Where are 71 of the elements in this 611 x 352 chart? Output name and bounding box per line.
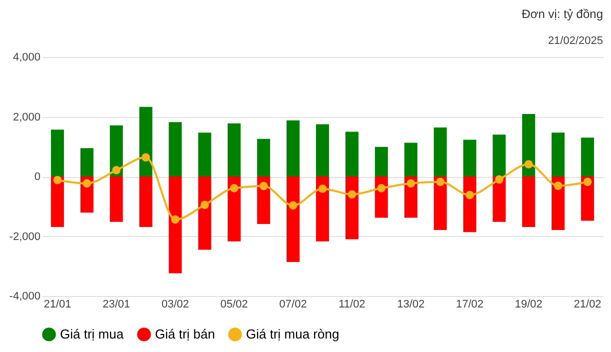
- bar: [198, 132, 212, 176]
- x-tick-label: 03/02: [161, 298, 190, 310]
- legend-label: Giá trị bán: [155, 326, 215, 342]
- x-tick-label: 21/02: [574, 298, 602, 310]
- bar: [463, 140, 476, 176]
- x-tick-label: 07/02: [279, 298, 307, 310]
- point: [112, 166, 121, 174]
- point: [230, 184, 238, 192]
- point: [524, 160, 533, 168]
- point: [53, 176, 62, 184]
- x-tick-label: 11/02: [338, 298, 366, 310]
- y-tick-label: -2,000: [9, 230, 40, 243]
- bar: [228, 123, 241, 176]
- point: [583, 178, 592, 186]
- x-tick-label: 17/02: [456, 298, 484, 310]
- point: [82, 179, 92, 188]
- point: [171, 215, 180, 224]
- bar: [316, 176, 329, 242]
- y-tick-label: 0: [34, 171, 40, 183]
- x-tick-label: 13/02: [397, 298, 425, 310]
- bar: [552, 176, 565, 230]
- bar: [110, 125, 123, 176]
- point: [348, 190, 356, 199]
- bar: [80, 148, 94, 176]
- bar: [434, 128, 447, 176]
- x-tick-label: 19/02: [514, 298, 542, 310]
- point: [288, 201, 298, 210]
- bar: [581, 138, 594, 176]
- bar: [286, 120, 300, 176]
- bar: [345, 132, 358, 176]
- text: Đơn vị: tỷ đồng: [522, 7, 603, 21]
- bar: [168, 122, 182, 176]
- bar: [434, 176, 447, 230]
- point: [142, 153, 150, 162]
- point: [466, 190, 474, 200]
- legend-label: Giá trị mua ròng: [246, 326, 340, 342]
- bar: [228, 176, 241, 242]
- bar: [552, 132, 565, 176]
- point: [406, 179, 416, 188]
- bar: [257, 138, 270, 176]
- y-tick-label: -4,000: [9, 290, 40, 302]
- bar: [522, 114, 536, 176]
- bar: [50, 130, 64, 176]
- bar: [110, 176, 123, 222]
- x-tick-label: 21/01: [44, 298, 72, 310]
- bar: [139, 176, 152, 227]
- bar: [345, 176, 358, 240]
- point: [259, 182, 268, 190]
- bar: [286, 176, 300, 262]
- bar: [374, 146, 388, 176]
- point: [200, 200, 209, 210]
- bar: [168, 176, 182, 274]
- point: [554, 182, 562, 190]
- bar: [522, 176, 536, 227]
- bar: [139, 106, 152, 176]
- bar: [316, 124, 329, 176]
- y-tick-label: 4,000: [12, 52, 40, 64]
- legend-label: Giá trị mua: [60, 326, 124, 342]
- bar: [404, 142, 418, 176]
- x-tick-label: 05/02: [220, 298, 248, 310]
- point: [318, 184, 327, 193]
- bar: [50, 176, 64, 227]
- text: 21/02/2025: [548, 35, 603, 47]
- y-tick-label: 2,000: [12, 111, 40, 124]
- point: [377, 184, 386, 192]
- x-tick-label: 23/01: [102, 298, 130, 310]
- bar: [463, 176, 476, 232]
- point: [495, 175, 504, 184]
- bar: [492, 134, 506, 176]
- point: [436, 178, 444, 186]
- bar: [198, 176, 212, 250]
